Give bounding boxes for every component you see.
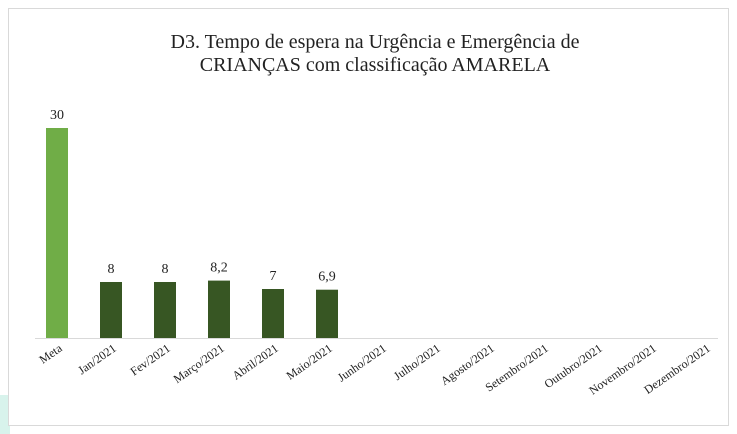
chart-frame (8, 8, 729, 426)
bar (208, 280, 230, 338)
data-label: 6,9 (318, 270, 336, 285)
data-label: 8 (162, 262, 169, 277)
bar (316, 289, 338, 338)
data-label: 7 (270, 269, 277, 284)
data-label: 8,2 (210, 261, 228, 276)
data-label: 30 (50, 108, 64, 123)
bar (46, 128, 68, 338)
data-label: 8 (108, 262, 115, 277)
bar (154, 282, 176, 338)
edge-decoration (0, 395, 10, 434)
chart-title: D3. Tempo de espera na Urgência e Emergê… (171, 31, 580, 53)
bar (100, 282, 122, 338)
bar (262, 289, 284, 338)
chart-title: CRIANÇAS com classificação AMARELA (200, 54, 551, 76)
